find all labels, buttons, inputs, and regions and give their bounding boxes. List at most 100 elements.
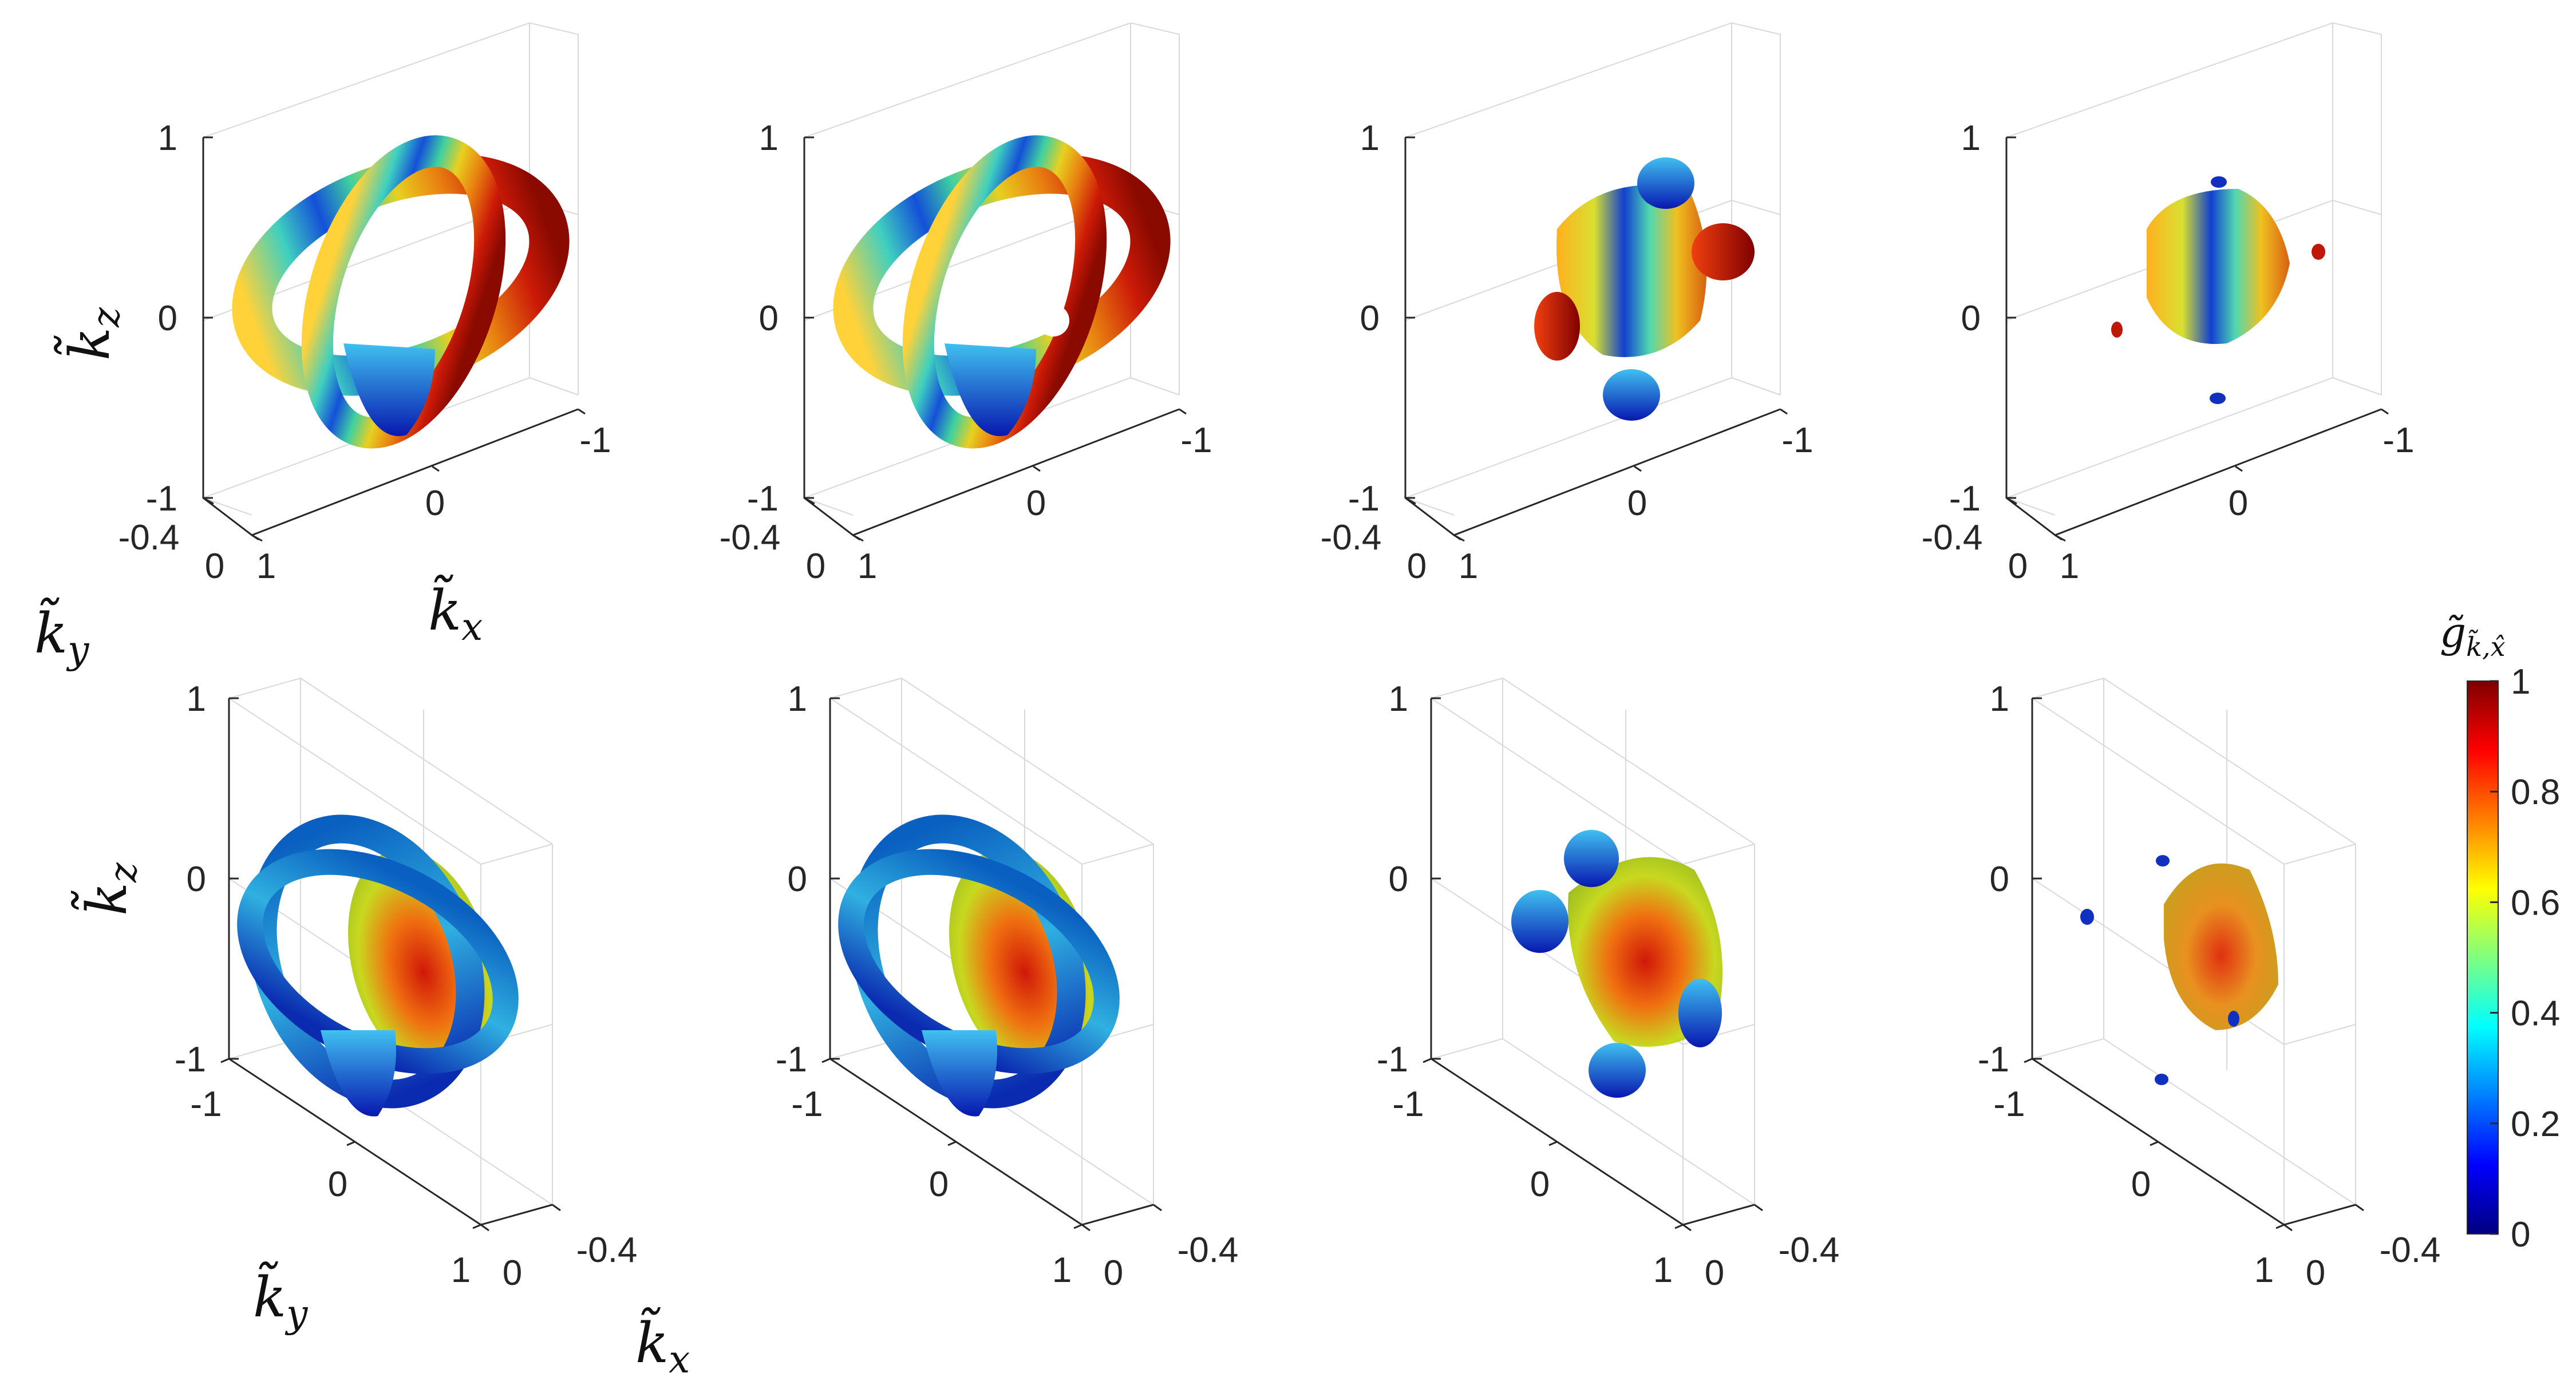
surface-lobe-right — [1692, 223, 1755, 280]
kx-tick-mark — [2355, 1204, 2364, 1212]
kz-tick-label: 0 — [788, 860, 807, 899]
kx-tick-label: 1 — [256, 547, 276, 586]
colorbar-bar — [2467, 680, 2499, 1234]
kx-tick-label: -1 — [1180, 421, 1212, 460]
kx-tick-label: 0 — [425, 484, 445, 523]
colorbar-label: g̃k̃,x̂ — [2440, 608, 2506, 662]
kx-tick-label: 0 — [2306, 1253, 2325, 1293]
kz-tick-label: 0 — [1360, 299, 1380, 338]
kx-tick-mark — [2381, 408, 2389, 415]
ky-tick-label: 0 — [806, 547, 825, 586]
surface-lobe-bottom — [945, 343, 1036, 436]
kz-tick-label: 1 — [1990, 679, 2009, 719]
axes: 10-1-101-0.40 — [1922, 118, 2415, 586]
ky-tick-mark — [2024, 1058, 2033, 1063]
kx-tick-mark — [1153, 1204, 1162, 1212]
ky-tick-label: 1 — [1653, 1251, 1673, 1290]
colorbar-tick-label: 0.4 — [2511, 994, 2560, 1034]
colorbar-tick-label: 1 — [2511, 662, 2530, 702]
kx-tick-mark — [552, 1204, 561, 1212]
surface-hole — [448, 316, 457, 325]
ky-tick-mark — [1423, 1058, 1432, 1063]
surface-ring-vertical — [902, 135, 1107, 449]
ky-tick-mark — [251, 534, 263, 542]
surface-lobe-bottom — [321, 1030, 396, 1117]
kx-tick-mark — [2235, 465, 2243, 472]
fermi-surface — [232, 135, 570, 449]
ky-tick-label: 0 — [1407, 547, 1427, 586]
ky-tick-label: -1 — [1392, 1085, 1424, 1124]
top-kx-label: k̃x — [428, 575, 483, 649]
ky-tick-mark — [1674, 1224, 1684, 1229]
bottom-kz-label: k̃z — [72, 862, 145, 916]
kx-tick-label: -1 — [2383, 421, 2414, 460]
kx-tick-label: -0.4 — [1779, 1230, 1840, 1270]
svg-text:k̃y: k̃y — [34, 598, 89, 672]
kx-tick-mark — [1754, 1204, 1763, 1212]
kz-tick-label: -1 — [146, 479, 177, 519]
fermi-surface — [833, 135, 1171, 449]
kx-tick-label: 0 — [1026, 484, 1046, 523]
surface-ring-vertical — [301, 135, 506, 449]
colorbar-tick-label: 0.8 — [2511, 773, 2560, 812]
kz-tick-label: 1 — [158, 118, 177, 158]
ky-tick-mark — [2150, 1141, 2159, 1146]
ky-tick-label: -0.4 — [1321, 518, 1382, 557]
svg-text:k̃z: k̃z — [72, 862, 145, 916]
kx-tick-label: -1 — [1781, 421, 1813, 460]
kx-tick-mark — [1033, 465, 1041, 472]
ky-tick-mark — [472, 1224, 481, 1229]
kx-tick-label: -0.4 — [2380, 1230, 2441, 1270]
surface-pocket — [2312, 244, 2325, 260]
ky-tick-mark — [2055, 534, 2066, 542]
ky-tick-label: 0 — [929, 1165, 949, 1204]
kx-tick-label: 0 — [1104, 1253, 1123, 1293]
ky-tick-label: 0 — [2008, 547, 2028, 586]
ky-tick-label: 1 — [1052, 1251, 1072, 1290]
axes: 10-1-101 0-0.4 — [175, 679, 638, 1293]
ky-tick-mark — [947, 1141, 957, 1146]
colorbar-tick-label: 0 — [2511, 1215, 2530, 1255]
surface-lobe-bottom — [343, 343, 435, 436]
kx-tick-mark — [1634, 465, 1642, 472]
colorbar-tick-label: 0.2 — [2511, 1105, 2560, 1144]
kz-tick-label: 0 — [1990, 860, 2009, 899]
bottom-panel: 10-1-101 0-0.4 — [1377, 677, 1840, 1293]
surface-lobe-left — [1534, 292, 1580, 361]
surface-lobe-top — [1564, 830, 1619, 887]
colorbar: g̃k̃,x̂ 0 0.2 0.4 0.6 0.8 1 — [2440, 608, 2560, 1255]
surface-hole — [917, 977, 949, 1009]
box-grid — [1405, 199, 1781, 516]
ky-tick-label: 1 — [451, 1251, 471, 1290]
surface-pocket — [2156, 855, 2170, 866]
kx-tick-label: -0.4 — [1178, 1230, 1239, 1270]
box-grid — [2006, 199, 2382, 516]
bottom-ky-label: k̃y — [253, 1262, 308, 1336]
surface-body — [1556, 185, 1707, 357]
ky-tick-label: 0 — [2131, 1165, 2151, 1204]
colorbar-tick-label: 0.6 — [2511, 883, 2560, 923]
fermi-surface — [838, 814, 1120, 1117]
ky-tick-mark — [1548, 1141, 1558, 1146]
kx-tick-mark — [1780, 408, 1788, 415]
kx-tick-label: 1 — [2060, 547, 2079, 586]
bottom-panel: 10-1-101 0-0.4 — [1978, 677, 2441, 1293]
kx-tick-mark — [578, 408, 586, 415]
surface-lobe-bottom — [1589, 1043, 1646, 1098]
ky-tick-label: 0 — [328, 1165, 347, 1204]
kz-tick-label: 0 — [1389, 860, 1408, 899]
surface-lobe-right — [1678, 979, 1722, 1047]
kx-tick-mark — [1081, 1224, 1091, 1232]
kz-tick-label: -1 — [1377, 1040, 1408, 1079]
kx-tick-label: 0 — [2229, 484, 2248, 523]
kx-tick-label: 1 — [858, 547, 877, 586]
surface-body — [2164, 863, 2278, 1030]
ky-tick-mark — [2275, 1224, 2285, 1229]
ky-tick-label: -1 — [190, 1085, 222, 1124]
axes: 10-1-101-0.40 — [118, 118, 611, 586]
bottom-panel: 10-1-101 0-0.4 — [175, 677, 638, 1293]
kx-tick-label: -1 — [579, 421, 611, 460]
fermi-surface — [1534, 157, 1755, 421]
kx-tick-label: 1 — [1459, 547, 1478, 586]
